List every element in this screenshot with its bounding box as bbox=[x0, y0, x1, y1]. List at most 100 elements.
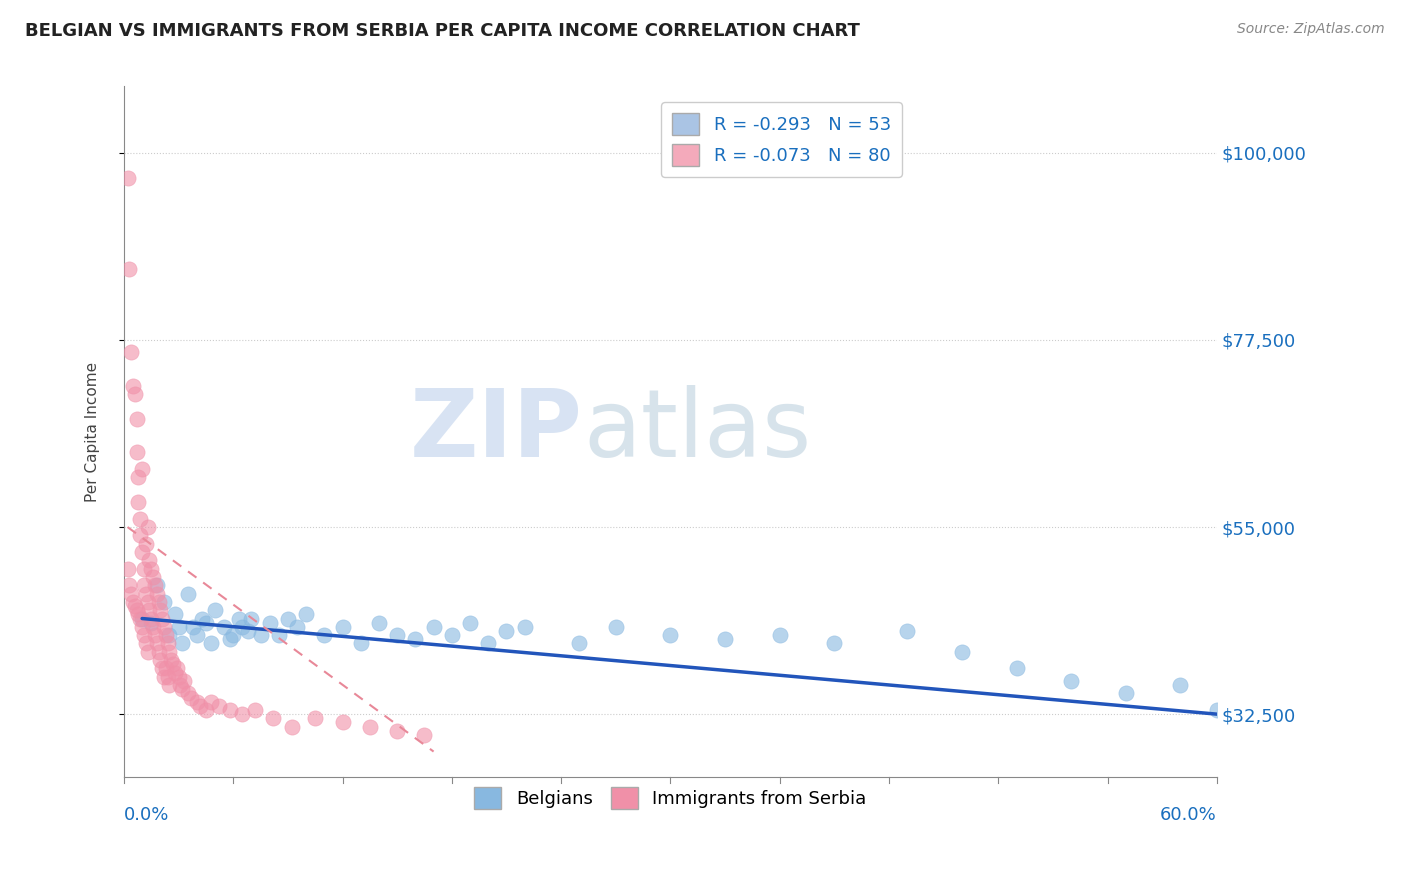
Point bbox=[131, 611, 153, 625]
Point bbox=[143, 578, 166, 592]
Point bbox=[332, 620, 354, 634]
Point bbox=[714, 632, 737, 647]
Point bbox=[280, 720, 302, 734]
Point bbox=[129, 611, 152, 625]
Point bbox=[277, 611, 299, 625]
Point bbox=[141, 615, 163, 630]
Text: 60.0%: 60.0% bbox=[1160, 805, 1218, 823]
Point bbox=[131, 620, 153, 634]
Point bbox=[138, 553, 160, 567]
Point bbox=[422, 620, 444, 634]
Point bbox=[176, 686, 198, 700]
Point bbox=[332, 715, 354, 730]
Point bbox=[169, 678, 191, 692]
Point bbox=[162, 657, 184, 672]
Point bbox=[458, 615, 481, 630]
Point bbox=[267, 628, 290, 642]
Point bbox=[153, 620, 176, 634]
Point bbox=[440, 628, 463, 642]
Point bbox=[136, 645, 159, 659]
Point bbox=[129, 528, 152, 542]
Point bbox=[159, 645, 181, 659]
Point bbox=[404, 632, 426, 647]
Point bbox=[127, 495, 149, 509]
Point bbox=[212, 620, 235, 634]
Point bbox=[155, 628, 177, 642]
Point bbox=[160, 653, 183, 667]
Point bbox=[143, 628, 166, 642]
Point bbox=[172, 636, 194, 650]
Point bbox=[131, 462, 153, 476]
Point bbox=[568, 636, 591, 650]
Point bbox=[359, 720, 381, 734]
Point bbox=[167, 620, 190, 634]
Point bbox=[1115, 686, 1137, 700]
Point bbox=[159, 678, 181, 692]
Point bbox=[156, 636, 179, 650]
Point bbox=[186, 695, 208, 709]
Point bbox=[200, 695, 222, 709]
Point bbox=[149, 603, 172, 617]
Point bbox=[118, 578, 141, 592]
Point bbox=[135, 636, 157, 650]
Point bbox=[129, 512, 152, 526]
Point bbox=[145, 578, 167, 592]
Point bbox=[173, 673, 195, 688]
Text: 0.0%: 0.0% bbox=[124, 805, 169, 823]
Point bbox=[149, 653, 172, 667]
Point bbox=[190, 698, 212, 713]
Point bbox=[186, 628, 208, 642]
Point bbox=[1170, 678, 1192, 692]
Point bbox=[218, 703, 240, 717]
Point bbox=[231, 620, 253, 634]
Point bbox=[150, 611, 173, 625]
Text: ZIP: ZIP bbox=[411, 385, 583, 477]
Y-axis label: Per Capita Income: Per Capita Income bbox=[86, 361, 100, 501]
Point bbox=[243, 703, 266, 717]
Point bbox=[136, 595, 159, 609]
Point bbox=[124, 387, 146, 401]
Point bbox=[132, 561, 155, 575]
Point bbox=[477, 636, 499, 650]
Point bbox=[180, 690, 202, 705]
Point bbox=[120, 586, 142, 600]
Point bbox=[228, 611, 250, 625]
Point bbox=[145, 586, 167, 600]
Point bbox=[823, 636, 845, 650]
Point bbox=[495, 624, 517, 638]
Point bbox=[218, 632, 240, 647]
Point bbox=[413, 728, 436, 742]
Point bbox=[176, 586, 198, 600]
Point bbox=[950, 645, 973, 659]
Point bbox=[122, 595, 145, 609]
Point bbox=[125, 445, 148, 459]
Point bbox=[659, 628, 682, 642]
Point bbox=[127, 470, 149, 484]
Point bbox=[122, 378, 145, 392]
Point bbox=[117, 561, 139, 575]
Point bbox=[135, 537, 157, 551]
Point bbox=[1005, 661, 1028, 675]
Point bbox=[117, 170, 139, 185]
Point bbox=[240, 611, 263, 625]
Point bbox=[166, 661, 188, 675]
Point bbox=[145, 636, 167, 650]
Point bbox=[204, 603, 226, 617]
Point bbox=[194, 703, 217, 717]
Point bbox=[132, 628, 155, 642]
Point bbox=[222, 628, 245, 642]
Point bbox=[1060, 673, 1083, 688]
Point bbox=[385, 723, 408, 738]
Point bbox=[131, 545, 153, 559]
Point bbox=[153, 595, 176, 609]
Point bbox=[1206, 703, 1229, 717]
Point bbox=[231, 707, 253, 722]
Point bbox=[148, 595, 170, 609]
Point bbox=[125, 412, 148, 426]
Point bbox=[136, 520, 159, 534]
Point bbox=[163, 607, 186, 622]
Point bbox=[150, 661, 173, 675]
Point bbox=[153, 670, 176, 684]
Point bbox=[138, 603, 160, 617]
Point bbox=[142, 620, 165, 634]
